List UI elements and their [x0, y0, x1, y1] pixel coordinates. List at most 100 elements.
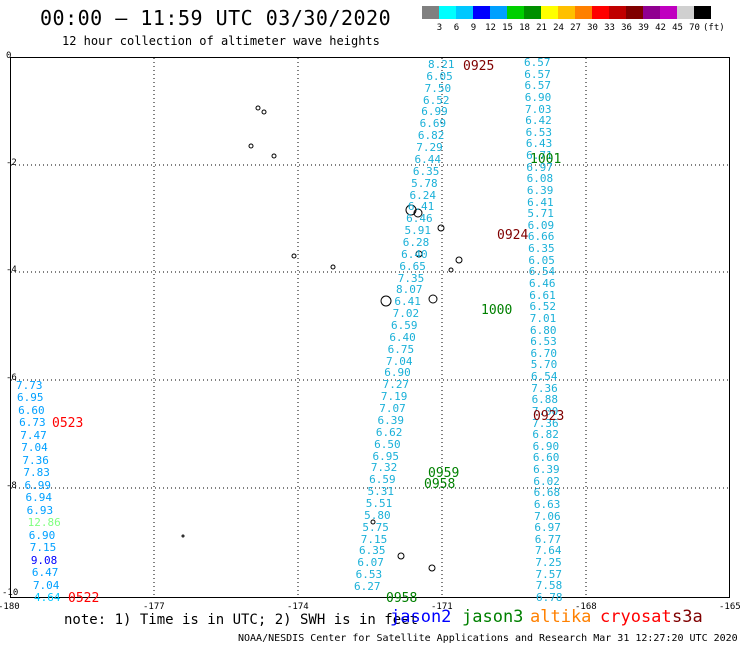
- pass-time-label: 0958: [424, 477, 456, 492]
- track-b-measurement: 6.61: [529, 288, 556, 302]
- track-b-measurement: 6.97: [534, 521, 561, 535]
- track-a-measurement: 7.04: [385, 354, 413, 368]
- track-a-measurement: 6.24: [409, 188, 437, 202]
- track-a-measurement: 5.31: [367, 485, 394, 499]
- track-a-measurement: 6.50: [374, 437, 401, 451]
- track-b-measurement: 7.06: [534, 509, 561, 523]
- legend-label: 9: [470, 23, 477, 33]
- track-a-measurement: 6.82: [417, 129, 445, 143]
- track-b-measurement: 6.54: [531, 370, 558, 384]
- track-a-measurement: 6.05: [426, 69, 453, 83]
- track-b-measurement: 7.36: [532, 416, 559, 430]
- track-c-measurement: 12.86: [27, 516, 61, 530]
- track-b-measurement: 5.71: [527, 207, 554, 221]
- legend-swatch: [694, 6, 711, 19]
- track-b-measurement: 6.57: [524, 79, 552, 93]
- legend-label: 24: [553, 23, 564, 33]
- satellite-cryosat: cryosat: [600, 607, 672, 627]
- track-b-measurement: 7.64: [534, 544, 562, 558]
- track-c-measurement: 7.04: [32, 578, 60, 592]
- track-b-measurement: 6.43: [525, 137, 553, 151]
- track-c-measurement: 6.90: [28, 528, 56, 542]
- y-tick-label: -4: [6, 265, 17, 275]
- x-tick-label: -177: [143, 602, 165, 612]
- track-a-measurement: 7.27: [382, 378, 410, 392]
- island-outline: [181, 534, 185, 538]
- legend-label: 21: [536, 23, 547, 33]
- legend-label: 15: [502, 23, 513, 33]
- track-b-measurement: 6.09: [527, 218, 555, 232]
- track-b-measurement: 6.53: [530, 335, 557, 349]
- track-c-measurement: 7.04: [21, 441, 48, 455]
- legend-swatch: [643, 6, 660, 19]
- track-b-measurement: 6.42: [525, 114, 552, 128]
- track-b-measurement: 6.53: [525, 125, 553, 139]
- track-c-measurement: 4.64: [34, 591, 61, 604]
- x-tick-label: -171: [431, 602, 453, 612]
- island-outline: [248, 143, 254, 149]
- track-b-measurement: 6.78: [536, 591, 563, 604]
- legend-label: 33: [604, 23, 615, 33]
- track-a-measurement: 6.53: [355, 568, 383, 582]
- island-outline: [330, 264, 336, 270]
- track-a-measurement: 7.15: [360, 532, 388, 546]
- track-a-measurement: 6.35: [412, 164, 440, 178]
- legend-swatch: [541, 6, 558, 19]
- track-b-measurement: 6.90: [524, 90, 552, 104]
- x-tick-label: -168: [575, 602, 597, 612]
- track-a-measurement: 6.44: [414, 152, 442, 166]
- track-a-measurement: 6.62: [375, 425, 403, 439]
- track-a-measurement: 6.40: [389, 330, 416, 344]
- track-a-measurement: 6.46: [406, 212, 433, 226]
- legend-label: 6: [453, 23, 460, 33]
- track-b-measurement: 7.03: [525, 102, 552, 116]
- island-outline: [255, 105, 261, 111]
- legend-swatch: [490, 6, 507, 19]
- track-a-measurement: 8.21: [428, 58, 455, 71]
- legend-swatch: [456, 6, 473, 19]
- track-b-measurement: 6.39: [526, 183, 554, 197]
- track-c-measurement: 6.99: [24, 478, 51, 492]
- track-b-measurement: 7.01: [529, 311, 557, 325]
- track-a-measurement: 7.32: [370, 461, 398, 475]
- track-a-measurement: 6.41: [394, 295, 421, 309]
- legend-swatch: [507, 6, 524, 19]
- credit-line: NOAA/NESDIS Center for Satellite Applica…: [238, 633, 738, 644]
- track-b-measurement: 6.02: [533, 474, 560, 488]
- satellite-jason3: jason3: [462, 607, 524, 627]
- track-b-measurement: 6.68: [533, 486, 561, 500]
- map-canvas: [11, 58, 729, 597]
- track-b-measurement: 7.00: [531, 404, 559, 418]
- track-b-measurement: 6.82: [532, 428, 559, 442]
- legend-swatch: [439, 6, 456, 19]
- legend-label: 36: [621, 23, 632, 33]
- legend-swatch: [626, 6, 643, 19]
- track-c-measurement: 7.73: [16, 379, 43, 392]
- track-a-measurement: 6.28: [402, 235, 430, 249]
- track-b-measurement: 6.77: [534, 532, 562, 546]
- track-c-measurement: 6.60: [18, 403, 45, 417]
- track-b-measurement: 6.08: [526, 172, 554, 186]
- track-a-measurement: 6.69: [419, 117, 447, 131]
- island-outline: [455, 256, 463, 264]
- track-b-measurement: 7.36: [531, 381, 558, 395]
- legend-label: 12: [485, 23, 496, 33]
- island-outline: [370, 519, 376, 525]
- track-a-measurement: 6.95: [372, 449, 400, 463]
- legend-label: (ft): [703, 23, 725, 33]
- island-outline: [428, 564, 436, 572]
- island-outline: [437, 224, 445, 232]
- track-a-measurement: 5.80: [364, 508, 391, 522]
- map-plot-area: [10, 57, 730, 598]
- island-outline: [405, 204, 417, 216]
- track-b-measurement: 6.41: [527, 195, 554, 209]
- pass-time-label: 1000: [481, 303, 513, 318]
- track-a-measurement: 6.39: [377, 413, 405, 427]
- track-a-measurement: 5.75: [362, 520, 389, 534]
- track-c-measurement: 6.73: [19, 416, 46, 430]
- legend-swatch: [524, 6, 541, 19]
- track-a-measurement: 5.51: [365, 496, 393, 510]
- track-a-measurement: 6.99: [421, 105, 448, 119]
- footer-note: note: 1) Time is in UTC; 2) SWH is in fe…: [64, 612, 419, 628]
- track-b-measurement: 7.58: [535, 579, 563, 593]
